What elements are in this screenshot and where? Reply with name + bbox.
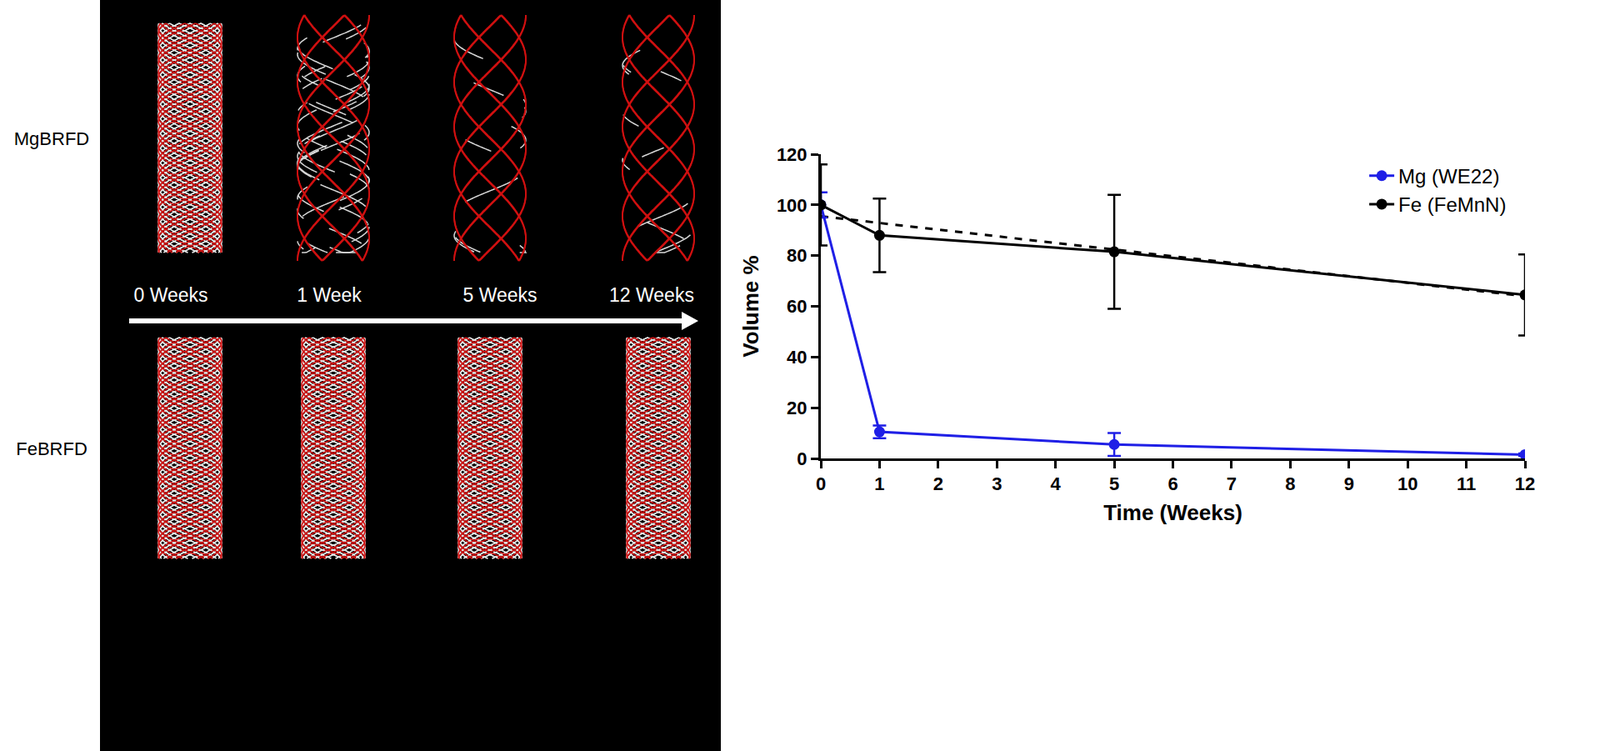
svg-text:20: 20 [786,397,807,419]
svg-text:100: 100 [776,195,808,216]
svg-text:0: 0 [796,448,807,470]
svg-text:MgBRFD: MgBRFD [14,128,90,150]
svg-text:2: 2 [933,473,944,495]
svg-text:4: 4 [1050,473,1062,495]
svg-text:5: 5 [1109,473,1120,495]
svg-text:7: 7 [1226,473,1237,495]
svg-text:0: 0 [815,473,826,495]
svg-text:80: 80 [786,245,807,266]
svg-text:Volume %: Volume % [738,255,764,357]
svg-text:0 Weeks: 0 Weeks [133,284,208,306]
svg-text:3: 3 [991,473,1002,495]
svg-text:12: 12 [1515,473,1535,495]
svg-text:60: 60 [786,295,807,317]
svg-text:10: 10 [1397,473,1418,495]
svg-text:11: 11 [1456,473,1476,495]
svg-text:1 Week: 1 Week [296,284,362,306]
svg-text:FeBRFD: FeBRFD [15,438,88,460]
svg-text:40: 40 [786,346,807,368]
svg-text:1: 1 [874,473,885,495]
svg-text:Time (Weeks): Time (Weeks) [1103,500,1243,525]
svg-text:9: 9 [1344,473,1355,495]
svg-text:8: 8 [1285,473,1295,495]
svg-text:120: 120 [776,144,808,165]
svg-text:12 Weeks: 12 Weeks [609,284,695,306]
svg-text:Fe (FeMnN): Fe (FeMnN) [1398,193,1506,216]
svg-text:5 Weeks: 5 Weeks [462,284,537,306]
svg-text:Mg (WE22): Mg (WE22) [1398,165,1500,188]
svg-text:6: 6 [1167,473,1178,495]
